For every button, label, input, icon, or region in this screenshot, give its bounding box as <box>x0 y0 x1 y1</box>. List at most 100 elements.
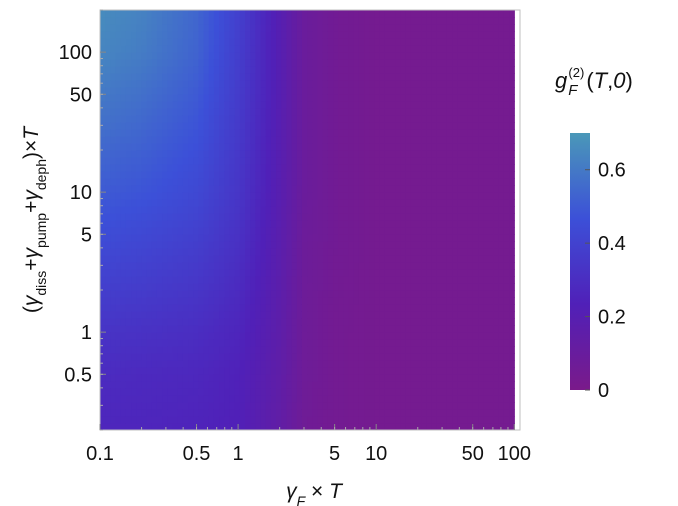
heatmap-cell <box>503 318 510 326</box>
heatmap-cell <box>167 59 174 67</box>
heatmap-cell <box>115 248 122 256</box>
heatmap-cell <box>509 255 515 263</box>
heatmap-cell <box>457 10 464 18</box>
heatmap-cell <box>182 143 189 151</box>
heatmap-cell <box>296 367 303 375</box>
heatmap-cell <box>348 416 355 424</box>
heatmap-cell <box>146 367 153 375</box>
heatmap-cell <box>436 192 443 200</box>
heatmap-cell <box>415 45 422 53</box>
heatmap-cell <box>234 290 241 298</box>
heatmap-cell <box>395 269 401 277</box>
heatmap-cell <box>146 220 153 228</box>
heatmap-cell <box>333 318 339 326</box>
heatmap-cell <box>343 115 350 123</box>
heatmap-cell <box>213 164 220 172</box>
heatmap-cell <box>136 136 143 144</box>
heatmap-cell <box>167 374 174 382</box>
heatmap-cell <box>125 297 132 305</box>
heatmap-cell <box>156 276 163 284</box>
heatmap-cell <box>441 143 448 151</box>
heatmap-cell <box>286 402 293 410</box>
heatmap-cell <box>415 220 422 228</box>
heatmap-cell <box>462 108 469 116</box>
heatmap-cell <box>478 143 484 151</box>
heatmap-cell <box>177 374 184 382</box>
heatmap-cell <box>374 423 381 430</box>
heatmap-cell <box>172 38 179 46</box>
heatmap-cell <box>369 353 376 361</box>
heatmap-cell <box>353 10 360 18</box>
heatmap-cell <box>322 311 329 319</box>
heatmap-cell <box>203 283 210 291</box>
heatmap-cell <box>239 381 246 389</box>
heatmap-cell <box>286 171 293 179</box>
heatmap-cell <box>270 234 277 242</box>
heatmap-cell <box>467 248 474 256</box>
heatmap-cell <box>260 192 267 200</box>
heatmap-cell <box>208 185 215 193</box>
heatmap-cell <box>384 311 391 319</box>
heatmap-cell <box>162 80 168 88</box>
heatmap-cell <box>105 332 111 340</box>
heatmap-cell <box>503 52 510 60</box>
heatmap-cell <box>162 171 168 179</box>
heatmap-cell <box>198 164 205 172</box>
heatmap-cell <box>270 101 277 109</box>
heatmap-cell <box>286 136 293 144</box>
heatmap-cell <box>307 318 313 326</box>
heatmap-cell <box>151 297 158 305</box>
heatmap-cell <box>203 227 210 235</box>
heatmap-cell <box>317 115 324 123</box>
heatmap-cell <box>265 87 272 95</box>
heatmap-cell <box>213 395 220 403</box>
heatmap-cell <box>125 101 132 109</box>
heatmap-cell <box>208 353 215 361</box>
heatmap-cell <box>421 227 427 235</box>
heatmap-cell <box>239 38 246 46</box>
heatmap-cell <box>281 325 288 333</box>
heatmap-cell <box>483 38 489 46</box>
heatmap-cell <box>276 367 282 375</box>
heatmap-cell <box>343 206 350 214</box>
heatmap-cell <box>436 24 443 32</box>
heatmap-cell <box>462 227 469 235</box>
heatmap-cell <box>105 199 111 207</box>
heatmap-cell <box>270 150 277 158</box>
heatmap-cell <box>343 185 350 193</box>
heatmap-cell <box>503 38 510 46</box>
heatmap-cell <box>286 115 293 123</box>
heatmap-cell <box>405 31 412 39</box>
heatmap-cell <box>441 59 448 67</box>
heatmap-cell <box>348 101 355 109</box>
heatmap-cell <box>478 339 484 347</box>
heatmap-cell <box>188 17 194 25</box>
heatmap-cell <box>483 297 489 305</box>
heatmap-cell <box>426 381 433 389</box>
heatmap-cell <box>296 325 303 333</box>
heatmap-cell <box>483 276 489 284</box>
heatmap-cell <box>488 115 495 123</box>
heatmap-cell <box>374 178 381 186</box>
heatmap-cell <box>182 325 189 333</box>
heatmap-cell <box>503 283 510 291</box>
heatmap-cell <box>131 171 137 179</box>
heatmap-cell <box>172 360 179 368</box>
heatmap-cell <box>224 241 231 249</box>
heatmap-cell <box>296 10 303 18</box>
heatmap-cell <box>307 423 313 430</box>
heatmap-cell <box>286 52 293 60</box>
heatmap-cell <box>203 213 210 221</box>
heatmap-cell <box>245 101 251 109</box>
heatmap-cell <box>421 164 427 172</box>
heatmap-cell <box>167 129 174 137</box>
heatmap-cell <box>286 283 293 291</box>
heatmap-cell <box>472 108 479 116</box>
heatmap-cell <box>276 262 282 270</box>
heatmap-cell <box>452 87 458 95</box>
heatmap-cell <box>467 10 474 18</box>
heatmap-cell <box>421 262 427 270</box>
heatmap-cell <box>498 360 505 368</box>
heatmap-cell <box>374 262 381 270</box>
heatmap-cell <box>131 409 137 417</box>
